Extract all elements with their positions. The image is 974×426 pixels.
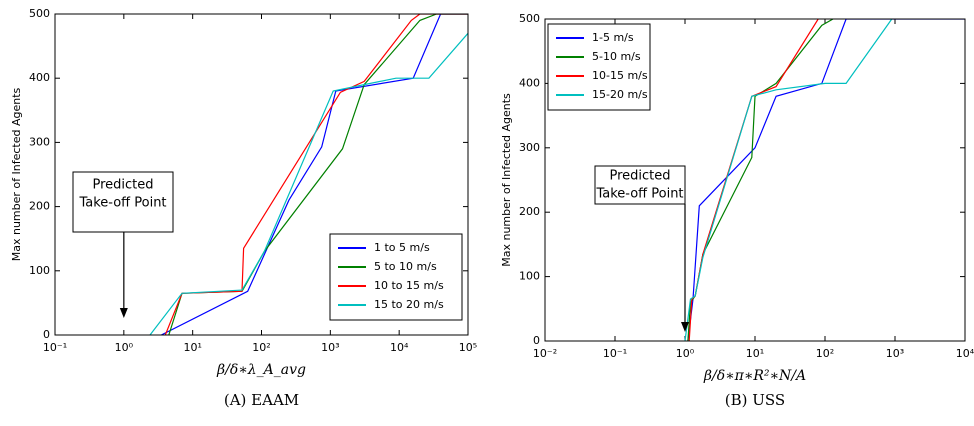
x-tick-label: 10² — [816, 347, 834, 360]
x-tick-label: 10⁰ — [676, 347, 695, 360]
y-tick-label: 0 — [43, 328, 50, 341]
legend-label: 10 to 15 m/s — [374, 279, 444, 292]
series-line — [688, 19, 819, 341]
y-tick-label: 400 — [519, 76, 540, 89]
y-tick-label: 200 — [29, 200, 50, 213]
series-line — [684, 19, 893, 341]
x-tick-label: 10⁵ — [459, 341, 477, 354]
y-tick-label: 200 — [519, 205, 540, 218]
y-axis-label: Max number of Infected Agents — [10, 87, 23, 261]
annotation-box — [72, 171, 174, 233]
legend-label: 15 to 20 m/s — [374, 298, 444, 311]
x-tick-label: 10¹ — [746, 347, 764, 360]
annotation-box — [594, 165, 686, 205]
y-axis-label: Max number of Infected Agents — [500, 93, 513, 267]
y-tick-label: 300 — [29, 135, 50, 148]
annotation-text: Predicted — [609, 169, 670, 184]
y-tick-label: 500 — [29, 7, 50, 20]
annotation-text: Take-off Point — [595, 187, 683, 202]
y-tick-label: 100 — [519, 270, 540, 283]
series-line — [687, 19, 965, 341]
legend-label: 5-10 m/s — [592, 50, 641, 63]
x-tick-label: 10⁴ — [390, 341, 409, 354]
plot-frame — [544, 18, 966, 342]
caption: (B) USS — [725, 391, 785, 409]
y-tick-label: 500 — [519, 12, 540, 25]
chart: 10⁻² 10⁻¹ 10⁰ 10¹ 10² 10³ 10⁴ 0 100 200 300 400 500 1… — [500, 12, 974, 409]
series-line — [687, 19, 834, 341]
series-line — [161, 14, 468, 335]
legend-label: 1-5 m/s — [592, 31, 634, 44]
x-tick-label: 10⁻¹ — [43, 341, 67, 354]
legend-label: 15-20 m/s — [592, 88, 648, 101]
y-tick-label: 100 — [29, 264, 50, 277]
x-tick-label: 10¹ — [183, 341, 201, 354]
x-axis-label: β/δ∗π∗R²∗N/A — [703, 368, 806, 384]
y-tick-label: 0 — [533, 334, 540, 347]
chart: 10⁻¹ 10⁰ 10¹ 10² 10³ 10⁴ 10⁵ 0 100 200 300 400 500 1 … — [10, 7, 477, 409]
x-tick-label: 10² — [252, 341, 270, 354]
x-tick-label: 10³ — [886, 347, 904, 360]
plot-frame — [54, 13, 469, 336]
x-tick-label: 10⁻² — [533, 347, 557, 360]
caption: (A) EAAM — [224, 391, 299, 409]
legend-label: 10-15 m/s — [592, 69, 648, 82]
y-tick-label: 400 — [29, 71, 50, 84]
annotation-text: Predicted — [92, 178, 153, 193]
x-tick-label: 10⁰ — [115, 341, 134, 354]
x-tick-label: 10³ — [321, 341, 339, 354]
series-line — [149, 32, 468, 335]
x-axis-label: β/δ∗λ_A_avg — [216, 362, 306, 378]
annotation-text: Take-off Point — [78, 196, 166, 211]
x-tick-label: 10⁴ — [956, 347, 974, 360]
legend-label: 1 to 5 m/s — [374, 241, 430, 254]
legend-label: 5 to 10 m/s — [374, 260, 437, 273]
arrow-head — [119, 308, 128, 318]
arrow-head — [681, 322, 689, 332]
x-tick-label: 10⁻¹ — [603, 347, 627, 360]
y-tick-label: 300 — [519, 141, 540, 154]
